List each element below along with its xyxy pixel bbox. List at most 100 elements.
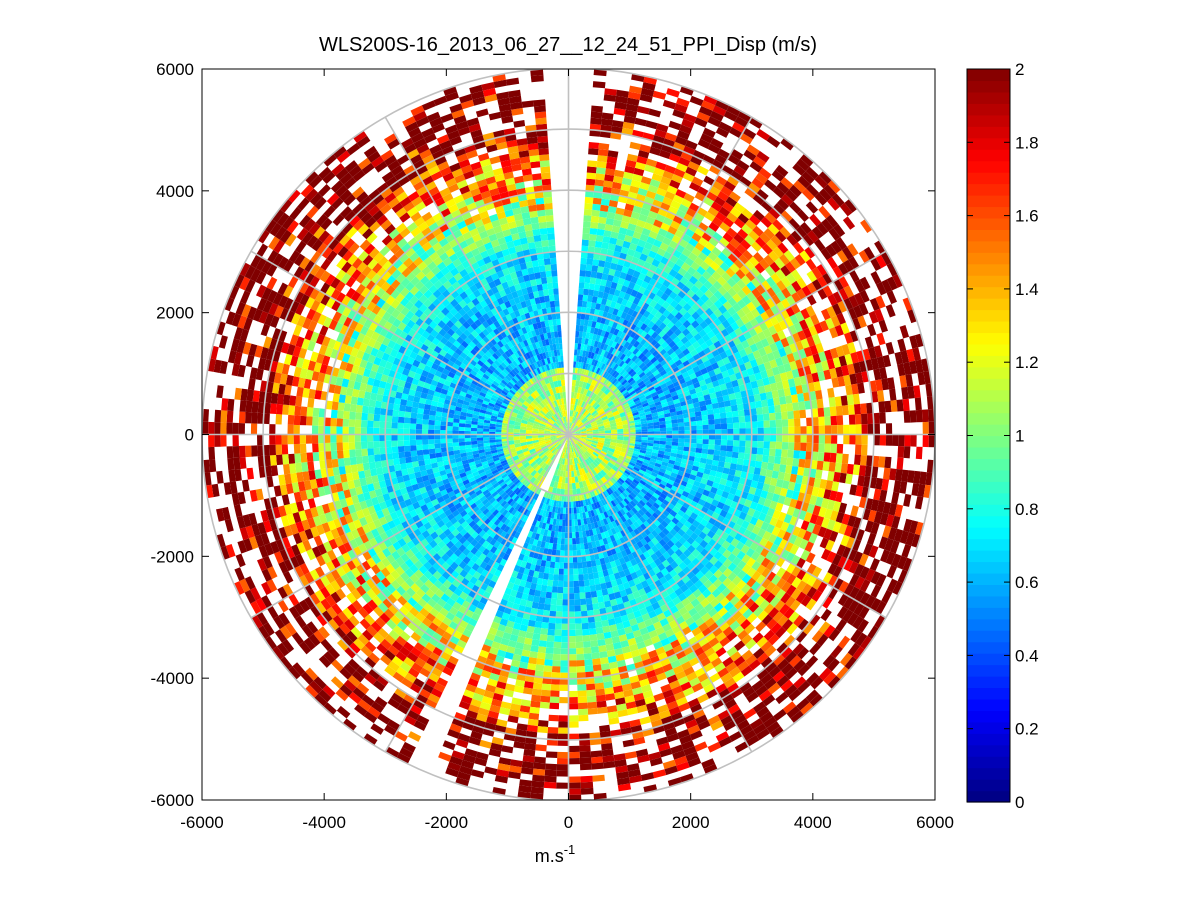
range-gate-cell <box>708 419 715 425</box>
range-gate-cell <box>550 257 557 265</box>
range-gate-cell <box>598 368 603 376</box>
range-gate-cell <box>587 370 592 378</box>
range-gate-cell <box>558 426 564 431</box>
range-gate-cell <box>624 357 632 365</box>
range-gate-cell <box>646 480 654 487</box>
range-gate-cell <box>547 375 554 383</box>
range-gate-cell <box>559 438 565 444</box>
range-gate-cell <box>393 458 401 466</box>
range-gate-cell <box>632 364 639 371</box>
range-gate-cell <box>563 507 566 514</box>
range-gate-cell <box>561 385 566 393</box>
range-gate-cell <box>646 419 654 424</box>
range-gate-cell <box>403 428 410 435</box>
range-gate-cell <box>526 365 532 373</box>
range-gate-cell <box>489 385 496 392</box>
range-gate-cell <box>650 391 658 398</box>
range-gate-cell <box>533 408 540 414</box>
range-gate-cell <box>583 375 590 383</box>
range-gate-cell <box>394 397 402 405</box>
range-gate-cell <box>645 413 653 418</box>
range-gate-cell <box>628 461 636 467</box>
range-gate-cell <box>500 459 508 465</box>
range-gate-cell <box>613 413 621 420</box>
range-gate-cell <box>585 438 593 443</box>
range-gate-cell <box>738 416 746 423</box>
range-gate-cell <box>575 531 580 539</box>
range-gate-cell <box>555 488 561 495</box>
range-gate-cell <box>640 447 647 451</box>
range-gate-cell <box>613 449 621 456</box>
range-gate-cell <box>638 469 646 475</box>
range-gate-cell <box>702 419 709 426</box>
range-gate-cell <box>598 601 606 609</box>
range-gate-cell <box>560 501 564 508</box>
range-gate-cell <box>501 461 509 467</box>
range-gate-cell <box>501 440 508 444</box>
range-gate-cell <box>549 344 554 351</box>
range-gate-cell <box>563 464 567 472</box>
range-gate-cell <box>568 489 573 496</box>
range-gate-cell <box>485 483 493 490</box>
range-gate-cell <box>647 440 654 444</box>
range-gate-cell <box>591 423 598 427</box>
range-gate-cell <box>452 422 460 427</box>
range-gate-cell <box>635 436 642 440</box>
range-gate-cell <box>525 503 532 510</box>
range-gate-cell <box>609 458 617 466</box>
range-gate-cell <box>458 426 465 431</box>
range-gate-cell <box>485 453 493 459</box>
range-gate-cell <box>513 495 520 502</box>
range-gate-cell <box>530 485 537 492</box>
range-gate-cell <box>644 456 651 461</box>
range-gate-cell <box>513 428 520 433</box>
range-gate-cell <box>526 236 535 244</box>
range-gate-cell <box>434 420 441 426</box>
range-gate-cell <box>632 394 639 401</box>
range-gate-cell <box>653 421 660 426</box>
range-gate-cell <box>523 479 530 486</box>
range-gate-cell <box>575 405 579 412</box>
range-gate-cell <box>483 440 490 444</box>
range-gate-cell <box>539 393 546 400</box>
range-gate-cell <box>550 454 556 461</box>
range-gate-cell <box>582 499 587 507</box>
range-gate-cell <box>545 425 552 429</box>
range-gate-cell <box>535 520 541 528</box>
range-gate-cell <box>602 483 608 491</box>
range-gate-cell <box>588 622 596 629</box>
range-gate-cell <box>559 513 563 520</box>
range-gate-cell <box>606 381 612 388</box>
range-gate-cell <box>585 382 591 390</box>
range-gate-cell <box>508 444 516 450</box>
range-gate-cell <box>574 436 580 440</box>
range-gate-cell <box>611 429 618 433</box>
range-gate-cell <box>600 413 607 419</box>
range-gate-cell <box>575 457 579 464</box>
range-gate-cell <box>519 426 527 430</box>
range-gate-cell <box>619 353 626 361</box>
range-gate-cell <box>500 361 508 369</box>
range-gate-cell <box>550 263 557 271</box>
range-gate-cell <box>526 427 533 431</box>
range-gate-cell <box>582 350 587 357</box>
range-gate-cell <box>502 445 509 449</box>
range-gate-cell <box>532 463 539 470</box>
range-gate-cell <box>472 450 479 455</box>
range-gate-cell <box>584 276 591 284</box>
range-gate-cell <box>767 398 775 407</box>
range-gate-cell <box>605 359 612 366</box>
range-gate-cell <box>595 627 604 635</box>
range-gate-cell <box>660 434 667 438</box>
range-gate-cell <box>541 496 546 504</box>
range-gate-cell <box>505 383 513 390</box>
range-gate-cell <box>487 388 495 395</box>
range-gate-cell <box>635 378 643 385</box>
range-gate-cell <box>595 354 601 361</box>
range-gate-cell <box>580 431 587 434</box>
range-gate-cell <box>581 408 587 415</box>
range-gate-cell <box>471 424 478 429</box>
range-gate-cell <box>531 369 537 377</box>
range-gate-cell <box>554 413 559 420</box>
range-gate-cell <box>513 425 521 430</box>
